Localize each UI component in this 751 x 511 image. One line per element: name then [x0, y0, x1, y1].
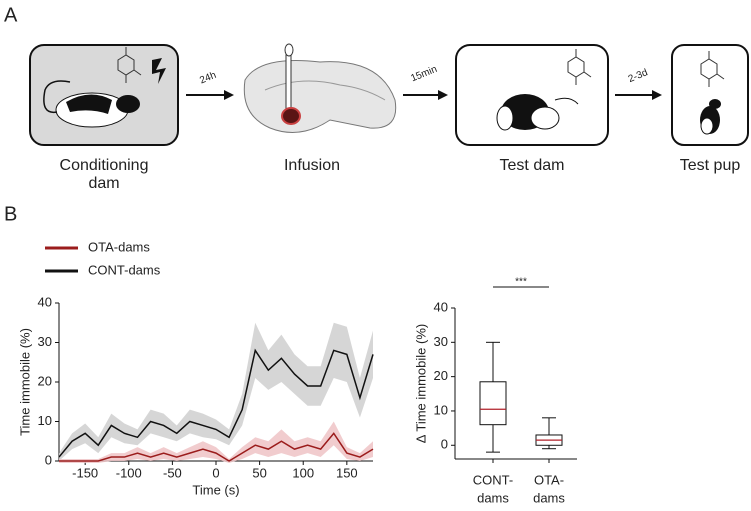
- delay-label: 15min: [409, 64, 438, 84]
- brain-icon: [243, 43, 397, 133]
- legend-label: CONT-dams: [88, 262, 161, 277]
- y-tick-label: 40: [434, 299, 448, 314]
- panel-label: A: [4, 4, 18, 26]
- x-tick-label: -50: [163, 465, 182, 480]
- x-tick-label: OTA-: [534, 472, 564, 487]
- delay-label: 2-3d: [627, 67, 650, 85]
- error-band: [59, 322, 373, 461]
- legend-label: OTA-dams: [88, 239, 150, 254]
- y-tick-label: 0: [441, 437, 448, 452]
- y-tick-label: 30: [434, 334, 448, 349]
- arrow-head: [652, 90, 662, 100]
- odor-icon: [117, 47, 142, 83]
- x-tick-label: CONT-: [473, 472, 513, 487]
- box: [479, 381, 507, 426]
- step-label: Conditioning: [60, 157, 149, 174]
- mouse-icon: [43, 80, 140, 128]
- y-tick-label: 30: [38, 334, 52, 349]
- y-axis-label: Time immobile (%): [17, 328, 32, 436]
- step-label: dam: [88, 175, 119, 192]
- mouse-icon: [496, 94, 579, 131]
- x-tick-label: 150: [336, 465, 358, 480]
- x-tick-label: -150: [72, 465, 98, 480]
- line: [58, 348, 374, 458]
- y-tick-label: 40: [38, 294, 52, 309]
- delay-label: 24h: [198, 70, 218, 86]
- significance-label: ***: [515, 277, 527, 288]
- step-label: Infusion: [284, 157, 340, 174]
- line: [59, 432, 374, 462]
- x-tick-label: dams: [477, 490, 509, 505]
- x-tick-label: 50: [252, 465, 266, 480]
- panel-label: B: [4, 203, 17, 225]
- x-tick-label: 100: [292, 465, 314, 480]
- x-tick-label: 0: [212, 465, 219, 480]
- y-tick-label: 0: [45, 452, 52, 467]
- y-tick-label: 20: [38, 373, 52, 388]
- y-tick-label: 20: [434, 368, 448, 383]
- step-box: [671, 44, 749, 146]
- odor-icon: [567, 49, 592, 85]
- shock-icon: [152, 58, 166, 84]
- arrow-head: [438, 90, 448, 100]
- x-tick-label: -100: [116, 465, 142, 480]
- y-axis-label: Δ Time immobile (%): [413, 324, 428, 443]
- pup-icon: [700, 99, 721, 135]
- x-tick-label: dams: [533, 490, 565, 505]
- x-axis-label: Time (s): [192, 482, 239, 497]
- step-label: Test dam: [500, 157, 565, 174]
- arrow-head: [224, 90, 234, 100]
- y-tick-label: 10: [38, 413, 52, 428]
- step-label: Test pup: [680, 157, 741, 174]
- y-tick-label: 10: [434, 402, 448, 417]
- odor-icon: [700, 51, 725, 87]
